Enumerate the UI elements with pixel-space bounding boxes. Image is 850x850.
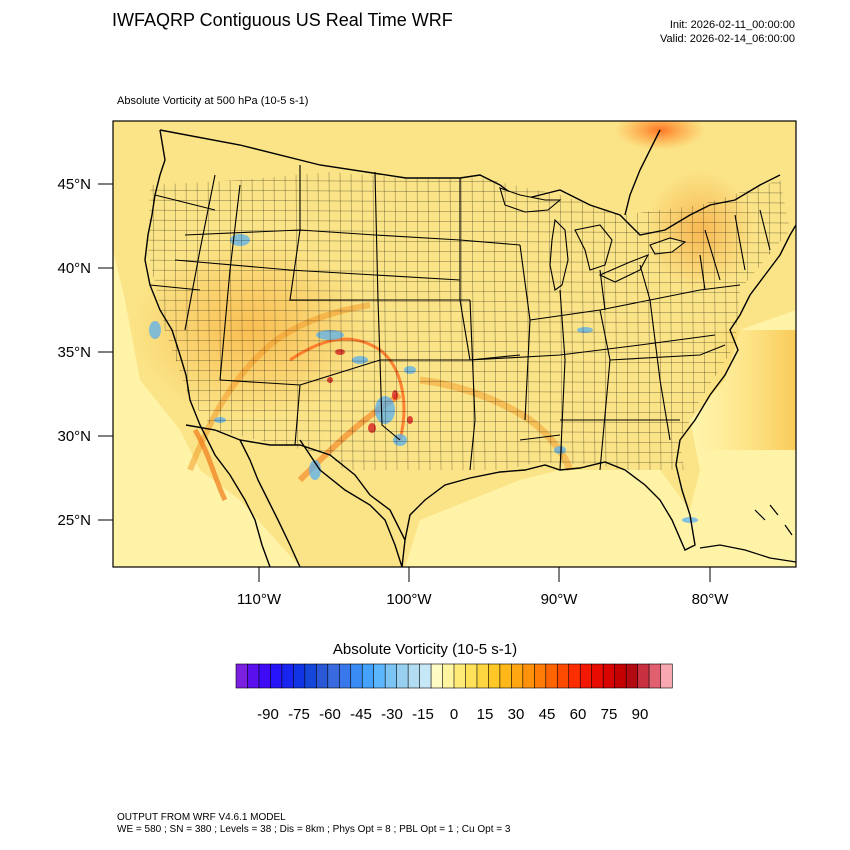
colorbar-swatch [442, 663, 455, 689]
colorbar: -90 -75 -60 -45 -30 -15 0 15 30 45 60 75 90 [235, 663, 673, 723]
colorbar-swatch [637, 663, 650, 689]
colorbar-swatch [316, 663, 329, 689]
colorbar-swatch [419, 663, 432, 689]
shading-rockies [130, 240, 370, 420]
colorbar-tick-label: 90 [632, 706, 649, 723]
shading-baja-band [192, 428, 228, 502]
colorbar-tick-label: -75 [288, 706, 310, 723]
shading-west-band [187, 302, 371, 472]
lon-label: 90°W [541, 591, 579, 608]
colorbar-swatch [281, 663, 294, 689]
colorbar-swatch [534, 663, 547, 689]
colorbar-swatch [258, 663, 272, 689]
shading-atlantic [700, 330, 796, 450]
colorbar-swatch [247, 663, 260, 689]
colorbar-swatch [579, 663, 593, 689]
colorbar-swatch [293, 663, 306, 689]
lat-label: 30°N [57, 428, 91, 445]
colorbar-title: Absolute Vorticity (10-5 s-1) [332, 641, 518, 658]
caribbean-islands [699, 504, 796, 563]
colorbar-swatch [556, 663, 570, 689]
colorbar-swatch [465, 663, 478, 689]
colorbar-tick-label: -15 [412, 706, 434, 723]
map-plot-area [113, 121, 796, 567]
colorbar-swatch [476, 663, 490, 689]
model-info: OUTPUT FROM WRF V4.6.1 MODEL [117, 812, 286, 823]
colorbar-swatch [350, 663, 363, 689]
colorbar-tick-label: -45 [350, 706, 372, 723]
colorbar-swatch [591, 663, 604, 689]
colorbar-swatch [384, 663, 398, 689]
colorbar-swatch [373, 663, 386, 689]
shading-north-max [615, 121, 705, 150]
lat-label: 45°N [57, 176, 91, 193]
colorbar-swatch [602, 663, 616, 689]
colorbar-tick-label: 30 [508, 706, 525, 723]
colorbar-swatch [304, 663, 317, 689]
mexico-border [185, 424, 406, 541]
great-lakes [499, 187, 687, 291]
colorbar-swatch [648, 663, 662, 689]
colorbar-swatch [453, 663, 467, 689]
figure-title: IWFAQRP Contiguous US Real Time WRF [112, 10, 453, 30]
state-borders [149, 165, 771, 471]
colorbar-swatch [488, 663, 501, 689]
colorbar-swatch [545, 663, 558, 689]
valid-time: Valid: 2026-02-14_06:00:00 [660, 33, 795, 45]
lat-label: 25°N [57, 512, 91, 529]
lat-label: 35°N [57, 344, 91, 361]
strong-positive-patches [327, 349, 413, 433]
colorbar-tick-label: -90 [257, 706, 279, 723]
lon-label: 100°W [386, 591, 432, 608]
colorbar-swatch [511, 663, 524, 689]
colorbar-tick-label: 15 [477, 706, 494, 723]
colorbar-swatch [430, 663, 444, 689]
init-time: Init: 2026-02-11_00:00:00 [669, 19, 795, 31]
colorbar-swatch [614, 663, 627, 689]
colorbar-tick-label: -60 [319, 706, 341, 723]
colorbar-swatch [522, 663, 535, 689]
lat-label: 40°N [57, 260, 91, 277]
colorbar-tick-label: 60 [570, 706, 587, 723]
colorbar-swatch [338, 663, 352, 689]
colorbar-swatch [270, 663, 283, 689]
model-settings: WE = 580 ; SN = 380 ; Levels = 38 ; Dis … [117, 824, 511, 835]
colorbar-swatch [396, 663, 409, 689]
colorbar-swatch [407, 663, 421, 689]
colorbar-swatch [361, 663, 375, 689]
colorbar-swatch [499, 663, 512, 689]
colorbar-swatch [568, 663, 581, 689]
field-label: Absolute Vorticity at 500 hPa (10-5 s-1) [117, 95, 309, 107]
colorbar-tick-label: 0 [450, 706, 458, 723]
colorbar-swatch [660, 663, 673, 689]
longitude-axis: 110°W 100°W 90°W 80°W [237, 567, 729, 608]
colorbar-tick-label: 45 [539, 706, 556, 723]
lon-label: 80°W [692, 591, 730, 608]
colorbar-swatch [327, 663, 340, 689]
lon-label: 110°W [237, 591, 282, 608]
latitude-axis: 45°N 40°N 35°N 30°N 25°N [57, 176, 113, 529]
colorbar-swatch [235, 663, 249, 689]
map-frame [112, 120, 797, 568]
colorbar-tick-label: 75 [601, 706, 618, 723]
land-shading [113, 121, 796, 567]
colorbar-tick-label: -30 [381, 706, 403, 723]
shading-northeast [645, 170, 755, 290]
colorbar-swatch [625, 663, 639, 689]
